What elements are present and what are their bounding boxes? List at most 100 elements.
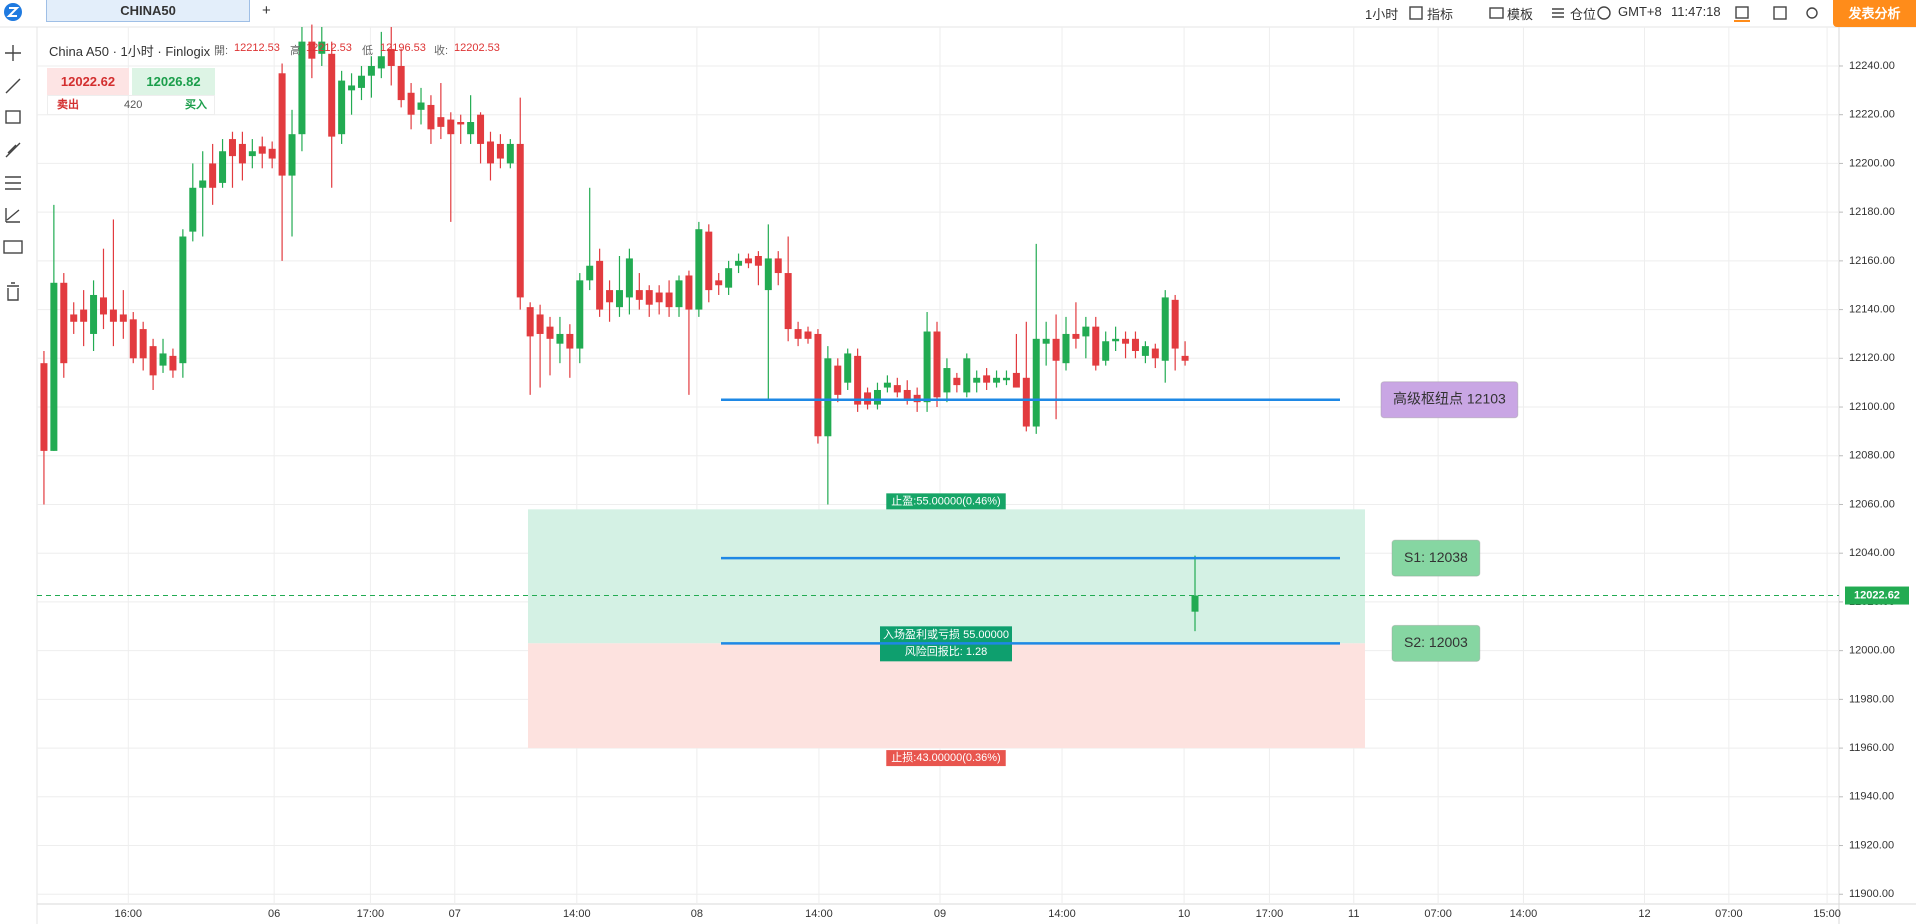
- channel-tool[interactable]: [5, 142, 21, 158]
- symbol-tab[interactable]: CHINA50: [46, 0, 250, 22]
- globe-icon[interactable]: [1597, 6, 1611, 20]
- candle-body: [764, 258, 772, 291]
- publish-button[interactable]: 发表分析: [1833, 0, 1916, 27]
- x-tick-label: 14:00: [563, 908, 591, 920]
- candle-body: [348, 85, 356, 91]
- templates[interactable]: 模板: [1507, 7, 1534, 22]
- text-tool[interactable]: [3, 240, 23, 254]
- sl-label: 止损:43.00000(0.36%): [891, 750, 1000, 764]
- candle-body: [784, 273, 792, 330]
- candle-body: [397, 65, 405, 101]
- x-tick-label: 06: [268, 908, 280, 920]
- x-tick-label: 07:00: [1424, 908, 1452, 920]
- x-tick-label: 10: [1178, 908, 1190, 920]
- last-price-label: 12022.62: [1854, 589, 1900, 601]
- candle-body: [278, 73, 286, 176]
- delete-tool[interactable]: [7, 282, 19, 301]
- y-tick-label: 12060.00: [1849, 498, 1895, 510]
- x-tick-label: 14:00: [1510, 908, 1538, 920]
- position-icon[interactable]: [1552, 8, 1564, 18]
- x-tick-label: 08: [691, 908, 703, 920]
- sell-label[interactable]: 卖出: [57, 99, 79, 111]
- candle-body: [854, 355, 862, 405]
- candle-body: [1161, 297, 1169, 361]
- candle-body: [109, 309, 117, 322]
- sell-price[interactable]: 12022.62: [47, 68, 129, 95]
- positions[interactable]: 仓位: [1570, 7, 1597, 22]
- grid-icon[interactable]: [1773, 6, 1787, 20]
- candle-body: [60, 282, 68, 364]
- add-tab[interactable]: +: [262, 2, 271, 19]
- candle-body: [447, 119, 455, 135]
- candle-body: [824, 358, 832, 437]
- candle-body: [238, 143, 246, 164]
- y-tick-label: 12200.00: [1849, 157, 1895, 169]
- line-tool[interactable]: [5, 78, 21, 94]
- sl-label-bg: [886, 750, 1006, 767]
- candle-body: [804, 331, 812, 339]
- layout-icon[interactable]: [1735, 6, 1749, 19]
- candle-body: [993, 377, 1001, 383]
- buy-price[interactable]: 12026.82: [132, 68, 215, 95]
- candle-body: [536, 314, 544, 334]
- candle-body: [288, 134, 296, 176]
- candle-body: [586, 265, 594, 281]
- pnl-label: 入场盈利或亏损 55.00000: [883, 627, 1009, 641]
- fib-tool[interactable]: [5, 176, 21, 190]
- rect-tool[interactable]: [5, 110, 21, 124]
- candle-body: [387, 48, 395, 66]
- drawing-tools[interactable]: [3, 45, 23, 301]
- candle-body: [169, 355, 177, 371]
- candle-body: [615, 290, 623, 308]
- last-price-bg: [1845, 586, 1909, 605]
- candle-body: [645, 290, 653, 305]
- timezone[interactable]: GMT+8: [1618, 4, 1662, 19]
- high-value: 12212.53: [306, 42, 352, 54]
- candle-body: [635, 290, 643, 300]
- settings-icon[interactable]: [1806, 7, 1818, 19]
- candle-body: [754, 255, 762, 266]
- indicator-icon[interactable]: [1409, 6, 1423, 20]
- candle-body: [149, 346, 157, 376]
- candle-body: [973, 377, 981, 383]
- candle-body: [1032, 338, 1040, 427]
- candle-body: [715, 280, 723, 286]
- candle-body: [834, 365, 842, 395]
- candle-body: [486, 141, 494, 164]
- low-label: 低: [362, 45, 373, 57]
- candle-body: [90, 294, 98, 334]
- candle-body: [794, 329, 802, 339]
- gann-tool[interactable]: [5, 208, 20, 223]
- candle-body: [546, 326, 554, 339]
- logo-mark: [6, 7, 20, 17]
- buy-label[interactable]: 买入: [185, 99, 207, 111]
- candle-body: [417, 102, 425, 110]
- x-tick-label: 16:00: [115, 908, 143, 920]
- level-box: [1391, 539, 1481, 577]
- top-bar-bg: [0, 0, 1916, 27]
- x-tick-label: 07:00: [1715, 908, 1743, 920]
- candle-body: [665, 292, 673, 308]
- y-tick-label: 12100.00: [1849, 401, 1895, 413]
- candle-body: [209, 163, 217, 188]
- indicators[interactable]: 指标: [1427, 7, 1454, 22]
- candle-body: [179, 236, 187, 364]
- crosshair-tool[interactable]: [5, 45, 21, 61]
- candle-body: [1122, 338, 1130, 344]
- template-icon[interactable]: [1489, 7, 1504, 19]
- level-label: S1: 12038: [1404, 549, 1468, 565]
- candle-body: [923, 331, 931, 403]
- x-tick-label: 14:00: [805, 908, 833, 920]
- candle-body: [1131, 338, 1139, 352]
- close-value: 12202.53: [454, 42, 500, 54]
- y-tick-label: 11940.00: [1849, 791, 1894, 803]
- y-tick-label: 11900.00: [1849, 888, 1894, 900]
- candle-body: [467, 122, 475, 135]
- y-tick-label: 12160.00: [1849, 255, 1895, 267]
- x-tick-label: 09: [934, 908, 946, 920]
- candle-body: [119, 314, 127, 322]
- candle-body: [139, 329, 147, 359]
- interval[interactable]: 1小时: [1365, 7, 1399, 22]
- candle-body: [516, 143, 524, 298]
